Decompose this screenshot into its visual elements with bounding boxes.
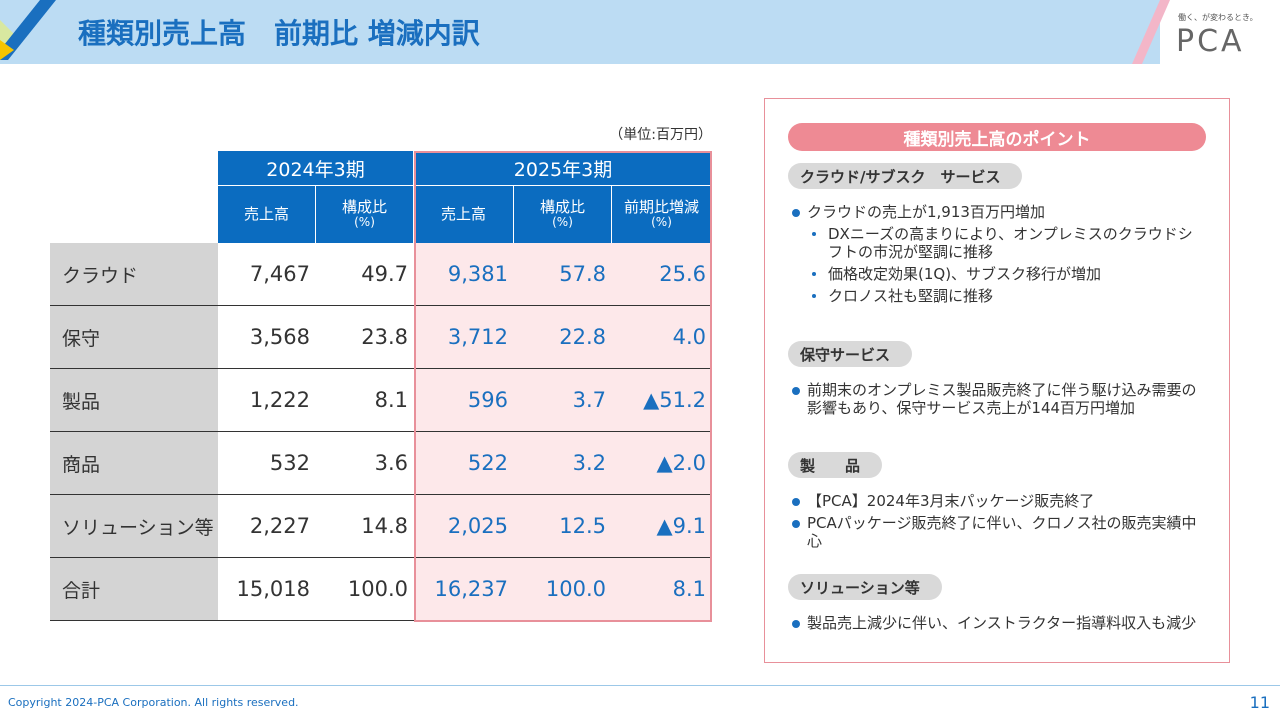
sub-dot: [812, 272, 816, 276]
table-cell: 4.0: [612, 306, 712, 369]
table-cell: 596: [414, 369, 514, 432]
table-cell: 532: [218, 432, 316, 495]
header-band: [0, 0, 1160, 64]
logo: PCA: [1176, 24, 1245, 59]
column-label: 構成比: [341, 197, 387, 216]
header-accent: [1132, 0, 1170, 64]
column-header: 構成比 (%): [514, 185, 612, 243]
bullet-dot: [792, 498, 800, 506]
sub-dot: [812, 232, 816, 236]
table-cell: 49.7: [316, 243, 414, 306]
panel-title: 種類別売上高のポイント: [788, 123, 1206, 151]
table-cell: 16,237: [414, 558, 514, 621]
table-cell: 100.0: [514, 558, 612, 621]
table-cell: 14.8: [316, 495, 414, 558]
section-heading: 製 品: [788, 452, 883, 478]
highlight-frame: [414, 151, 712, 622]
bullet-dot: [792, 209, 800, 217]
table-cell: 23.8: [316, 306, 414, 369]
page-number: 11: [1249, 693, 1270, 712]
table-cell: 7,467: [218, 243, 316, 306]
column-unit: (%): [552, 215, 573, 230]
header-deco: [0, 0, 56, 60]
column-header: 構成比 (%): [316, 185, 414, 243]
table-cell: 57.8: [514, 243, 612, 306]
section-heading: クラウド/サブスク サービス: [788, 163, 1023, 189]
table-cell: 3.7: [514, 369, 612, 432]
table-cell: 15,018: [218, 558, 316, 621]
column-unit: (%): [651, 215, 672, 230]
title: 種類別売上高 前期比 増減内訳: [78, 17, 480, 50]
sub-bullet-text: DXニーズの高まりにより、オンプレミスのクラウドシフトの市況が堅調に推移: [828, 225, 1193, 261]
bullet-dot: [792, 620, 800, 628]
unit-label: （単位:百万円）: [609, 127, 712, 143]
footer-line: [0, 685, 1280, 686]
table-cell: ▲2.0: [612, 432, 712, 495]
table-cell: 2,025: [414, 495, 514, 558]
column-label: 前期比増減: [623, 197, 699, 216]
table-cell: 522: [414, 432, 514, 495]
tagline: 働く、が変わるとき。: [1178, 13, 1258, 22]
sub-bullet-text: クロノス社も堅調に推移: [828, 287, 994, 305]
row-label: 商品: [50, 432, 218, 495]
table-cell: 3.6: [316, 432, 414, 495]
table-cell: 3,712: [414, 306, 514, 369]
table-cell: ▲9.1: [612, 495, 712, 558]
row-label: 保守: [50, 306, 218, 369]
row-label: クラウド: [50, 243, 218, 306]
column-label: 売上高: [243, 204, 289, 223]
column-header: 売上高: [414, 185, 514, 243]
bullet-text: PCAパッケージ販売終了に伴い、クロノス社の販売実績中心: [807, 514, 1197, 550]
table-cell: 22.8: [514, 306, 612, 369]
column-label: 構成比: [539, 197, 585, 216]
panel: [764, 98, 1230, 663]
table-cell: 9,381: [414, 243, 514, 306]
section-heading: ソリューション等: [788, 574, 942, 600]
sub-bullet-text: 価格改定効果(1Q)、サブスク移行が増加: [828, 265, 1102, 283]
table-cell: 3.2: [514, 432, 612, 495]
table-cell: 2,227: [218, 495, 316, 558]
bullet-text: 前期末のオンプレミス製品販売終了に伴う駆け込み需要の影響もあり、保守サービス売上…: [807, 381, 1197, 417]
bullet-text: クラウドの売上が1,913百万円増加: [807, 203, 1045, 221]
row-label: 製品: [50, 369, 218, 432]
section-heading: 保守サービス: [788, 341, 913, 367]
column-header: 売上高: [218, 185, 316, 243]
table-cell: ▲51.2: [612, 369, 712, 432]
table-cell: 25.6: [612, 243, 712, 306]
table-cell: 12.5: [514, 495, 612, 558]
bullet-text: 【PCA】2024年3月末パッケージ販売終了: [807, 492, 1095, 510]
table-cell: 8.1: [316, 369, 414, 432]
table-cell: 3,568: [218, 306, 316, 369]
bullet-dot: [792, 387, 800, 395]
table-cell: 100.0: [316, 558, 414, 621]
row-label: ソリューション等: [50, 495, 218, 558]
row-label: 合計: [50, 558, 218, 621]
column-label: 売上高: [440, 204, 486, 223]
bullet-text: 製品売上減少に伴い、インストラクター指導料収入も減少: [807, 614, 1197, 632]
table-cell: 1,222: [218, 369, 316, 432]
period-header: 2024年3期: [218, 151, 414, 185]
copyright: Copyright 2024-PCA Corporation. All righ…: [8, 696, 299, 709]
sub-dot: [812, 294, 816, 298]
bullet-dot: [792, 520, 800, 528]
period-header: 2025年3期: [414, 151, 712, 185]
column-unit: (%): [354, 215, 375, 230]
